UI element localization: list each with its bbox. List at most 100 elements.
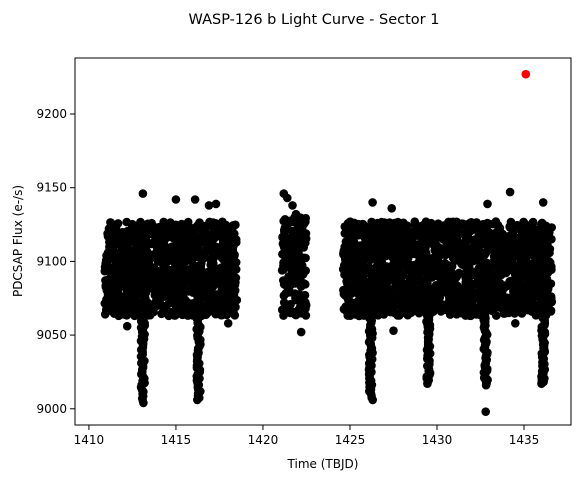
data-point [425,220,434,229]
data-point [478,248,487,258]
data-point [127,248,136,258]
data-point [538,289,548,299]
data-point [364,239,374,249]
data-point [346,298,355,308]
data-point [483,218,492,228]
data-point [413,307,423,316]
data-point [538,198,548,207]
data-point [170,258,179,268]
data-point [124,301,134,310]
data-point [193,244,202,254]
data-point [100,310,110,319]
data-point [171,195,181,204]
data-point [433,256,443,265]
data-point [111,230,120,240]
data-point [498,240,507,249]
data-point [393,279,402,289]
data-point [465,262,474,272]
data-point [118,253,127,263]
data-point [379,297,388,306]
data-point [130,234,139,244]
data-point [299,279,309,288]
data-point [385,248,395,258]
data-point [426,231,436,240]
data-point [421,246,430,256]
data-point [168,272,177,282]
data-point [102,264,112,273]
data-point [443,220,453,230]
data-point [393,311,402,320]
data-point [196,223,205,232]
data-point [482,226,492,236]
data-point [176,222,185,232]
data-point [228,253,238,262]
data-point [499,309,509,318]
transit-point [192,301,202,310]
transit-point [368,301,377,310]
data-point [380,263,389,273]
data-point [150,223,159,232]
data-point [496,281,505,290]
data-point [121,266,131,276]
x-tick-label: 1435 [509,433,540,447]
data-point [178,243,187,253]
transit-point [538,301,548,310]
data-point [181,228,191,237]
data-point [138,189,148,198]
data-point [545,248,554,258]
data-point [458,257,467,267]
data-point [356,243,365,253]
axis-ticks: 1410 1415 1420 1425 1430 1435 9000 9050 9100 9150… [36,107,539,447]
data-point [157,288,166,298]
data-point [202,234,211,243]
data-point [412,241,422,250]
data-point [103,248,113,257]
data-point [222,234,232,244]
data-point [413,273,423,283]
data-point [106,218,116,228]
data-point [193,285,203,294]
data-point [403,240,413,249]
data-point [466,295,475,305]
data-point [116,237,125,246]
data-point [518,287,527,297]
data-point [526,306,536,316]
data-point [441,246,450,256]
data-point [462,284,471,294]
y-tick-label: 9150 [36,181,67,195]
data-point [339,304,349,314]
data-point [140,238,149,248]
data-point [493,220,503,230]
transit-point [424,301,434,310]
data-point [288,201,297,210]
data-point [382,287,392,297]
data-point [135,228,145,238]
data-point [340,252,350,262]
data-point [218,307,228,317]
data-point [524,233,533,243]
data-point [387,204,397,213]
x-tick-label: 1415 [161,433,192,447]
data-point [364,232,373,241]
data-point [372,244,381,254]
data-point [500,252,510,262]
data-point [197,266,207,276]
data-point [341,237,351,246]
data-point [374,278,384,288]
data-point [122,217,131,227]
data-point [505,277,514,286]
data-point [405,232,414,242]
data-point [383,278,392,287]
data-point [160,256,170,266]
data-point [425,254,435,264]
data-point [137,258,146,268]
data-point [103,229,112,238]
data-point [352,268,362,278]
data-point [377,225,387,234]
data-point [489,305,498,315]
data-point [483,199,492,209]
data-point [356,222,366,232]
data-point [209,221,219,230]
data-point [462,236,471,246]
data-point [452,270,461,280]
